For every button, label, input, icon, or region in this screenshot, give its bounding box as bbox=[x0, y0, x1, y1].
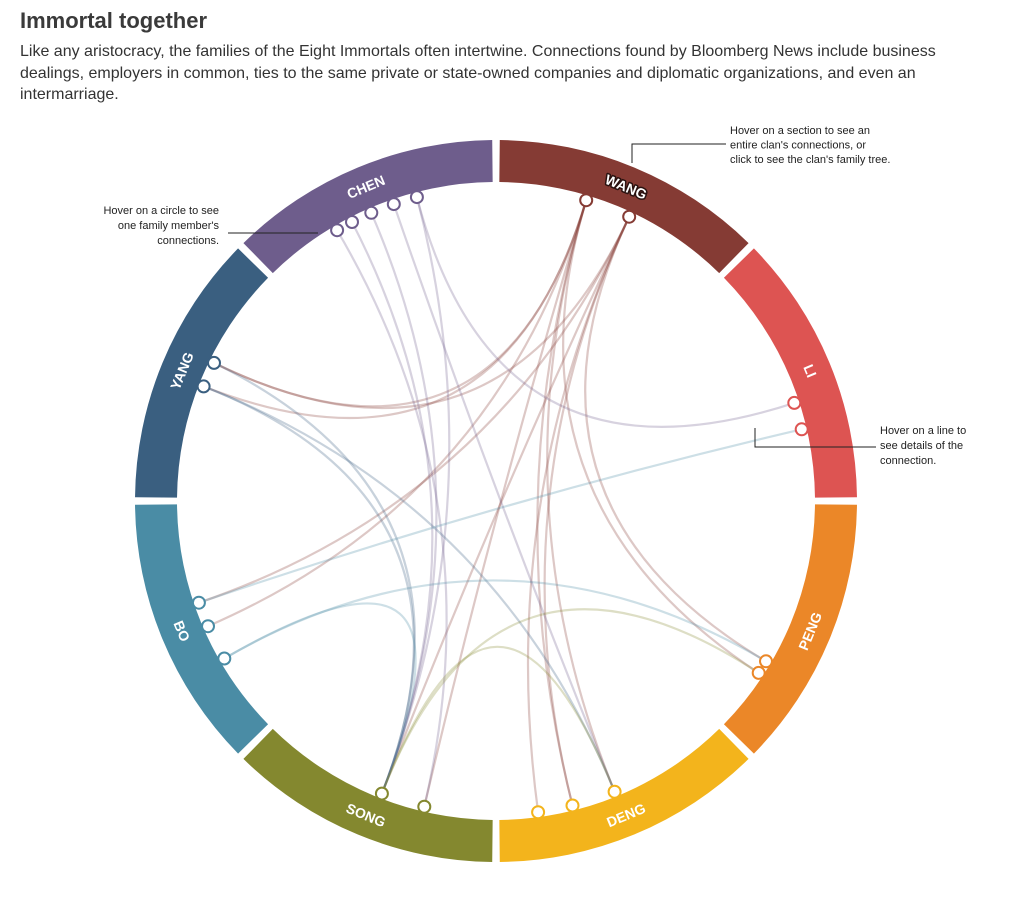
annotation-section-hint: Hover on a section to see an entire clan'… bbox=[631, 125, 890, 166]
connection-line[interactable] bbox=[370, 212, 438, 794]
family-member-circle[interactable] bbox=[579, 193, 594, 208]
connection-line[interactable] bbox=[392, 203, 616, 793]
family-member-circle[interactable] bbox=[759, 654, 773, 669]
family-member-circle[interactable] bbox=[217, 651, 232, 666]
connection-line[interactable] bbox=[198, 428, 802, 604]
connection-line[interactable] bbox=[213, 361, 416, 794]
connection-line[interactable] bbox=[223, 579, 767, 663]
clan-arc[interactable] bbox=[243, 140, 493, 274]
annotation-line: one family member's bbox=[118, 220, 220, 232]
connection-line[interactable] bbox=[415, 196, 795, 428]
annotation-line: entire clan's connections, or bbox=[730, 140, 866, 152]
connection-line[interactable] bbox=[380, 645, 616, 794]
connection-line[interactable] bbox=[380, 196, 451, 794]
clan-section-deng[interactable]: DENG bbox=[499, 728, 749, 862]
connection-line[interactable] bbox=[380, 608, 760, 795]
clan-section-peng[interactable]: PENG bbox=[723, 504, 857, 754]
connection-line[interactable] bbox=[546, 199, 616, 793]
clan-arc[interactable] bbox=[723, 504, 857, 754]
family-member-circles bbox=[191, 190, 809, 820]
connection-line[interactable] bbox=[203, 385, 415, 794]
clan-arc[interactable] bbox=[499, 728, 749, 862]
family-member-circle[interactable] bbox=[330, 223, 345, 238]
connection-line[interactable] bbox=[584, 216, 767, 663]
chart-title: Immortal together bbox=[20, 8, 208, 33]
family-member-circle[interactable] bbox=[374, 786, 389, 801]
connection-line[interactable] bbox=[423, 199, 588, 807]
family-member-circle[interactable] bbox=[409, 190, 424, 205]
connection-line[interactable] bbox=[203, 385, 616, 793]
family-member-circle[interactable] bbox=[531, 805, 546, 820]
clan-section-li[interactable]: LI bbox=[723, 248, 857, 498]
clan-arc[interactable] bbox=[499, 140, 749, 274]
annotation-line: Hover on a line to bbox=[880, 425, 966, 437]
annotation-line: see details of the bbox=[880, 440, 963, 452]
clan-arc[interactable] bbox=[243, 728, 493, 862]
connection-lines bbox=[198, 196, 802, 813]
annotation-circle-hint: Hover on a circle to see one family membe… bbox=[103, 205, 318, 247]
family-member-circle[interactable] bbox=[794, 422, 809, 437]
connection-line[interactable] bbox=[213, 199, 588, 408]
clan-label-li: LI bbox=[800, 362, 820, 380]
clan-arc[interactable] bbox=[135, 504, 269, 754]
family-member-circle[interactable] bbox=[345, 215, 359, 229]
clan-section-song[interactable]: SONG bbox=[243, 728, 493, 862]
connection-line[interactable] bbox=[536, 199, 588, 806]
annotation-line: click to see the clan's family tree. bbox=[730, 154, 890, 166]
connection-line[interactable] bbox=[336, 229, 448, 807]
clan-label-bo: BO bbox=[170, 618, 193, 644]
clan-section-chen[interactable]: CHEN bbox=[243, 140, 493, 274]
connection-line[interactable] bbox=[203, 199, 588, 420]
connection-line[interactable] bbox=[562, 199, 760, 674]
clan-section-yang[interactable]: YANG bbox=[135, 248, 269, 498]
connection-line[interactable] bbox=[223, 602, 417, 794]
connection-line[interactable] bbox=[198, 216, 631, 604]
family-member-circle[interactable] bbox=[565, 798, 580, 813]
connection-line[interactable] bbox=[207, 199, 588, 628]
connection-line[interactable] bbox=[380, 216, 631, 794]
family-member-circle[interactable] bbox=[364, 205, 379, 220]
connection-line[interactable] bbox=[543, 216, 631, 806]
annotation-line: Hover on a section to see an bbox=[730, 125, 870, 137]
family-member-circle[interactable] bbox=[751, 665, 766, 680]
family-member-circle[interactable] bbox=[207, 355, 221, 370]
annotation-line: Hover on a circle to see bbox=[103, 205, 219, 217]
family-member-circle[interactable] bbox=[607, 784, 622, 799]
annotation-line: connection. bbox=[880, 455, 936, 467]
chart-subtitle: Like any aristocracy, the families of th… bbox=[20, 43, 936, 103]
family-member-circle[interactable] bbox=[622, 209, 637, 224]
clan-arc[interactable] bbox=[135, 248, 269, 498]
family-member-circle[interactable] bbox=[191, 595, 206, 610]
clan-section-bo[interactable]: BO bbox=[135, 504, 269, 754]
family-member-circle[interactable] bbox=[201, 619, 215, 634]
clan-arc[interactable] bbox=[723, 248, 857, 498]
family-member-circle[interactable] bbox=[196, 379, 211, 394]
connection-line[interactable] bbox=[213, 216, 631, 410]
family-member-circle[interactable] bbox=[417, 799, 432, 814]
clan-section-wang[interactable]: WANG bbox=[499, 140, 749, 274]
family-member-circle[interactable] bbox=[386, 197, 401, 212]
annotation-line: connections. bbox=[157, 235, 219, 247]
annotation-line-hint: Hover on a line to see details of the conn… bbox=[754, 425, 966, 467]
family-member-circle[interactable] bbox=[787, 395, 802, 410]
connection-line[interactable] bbox=[526, 216, 631, 813]
connection-line[interactable] bbox=[351, 221, 434, 794]
